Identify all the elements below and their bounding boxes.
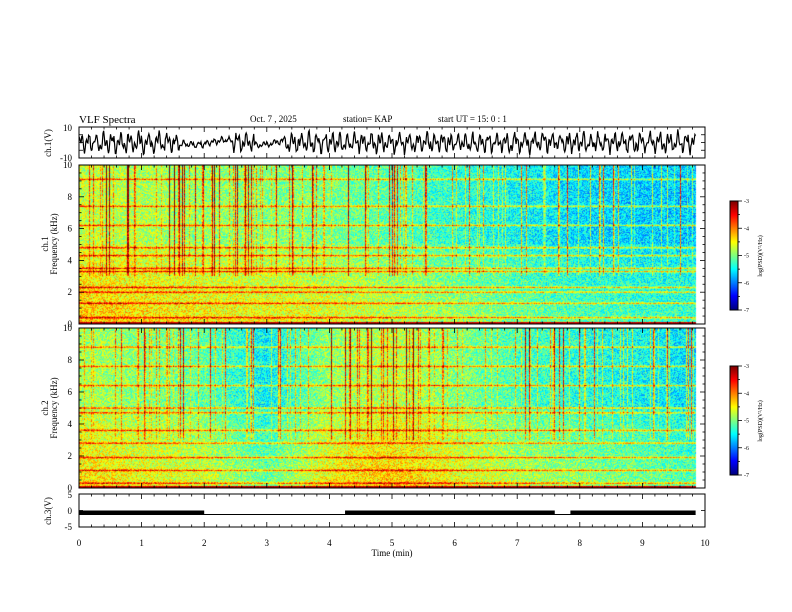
ch1-colorbar-image <box>730 201 738 310</box>
y-tick-label: 10 <box>63 323 73 333</box>
y-tick-label: 2 <box>68 287 73 297</box>
y-tick-label: 8 <box>68 355 73 365</box>
colorbar-tick-label: -6 <box>744 446 749 452</box>
ch2-spectrogram-image <box>79 328 705 488</box>
colorbar-tick-label: -7 <box>744 308 749 314</box>
x-tick-label: 2 <box>202 538 207 548</box>
figure-title: VLF Spectra <box>79 114 136 126</box>
ch3-high-segment <box>79 510 205 515</box>
ch3-ytick-label-top: 5 <box>68 490 73 500</box>
x-tick-label: 1 <box>139 538 144 548</box>
ch2-colorbar-image <box>730 366 738 475</box>
x-tick-label: 8 <box>578 538 583 548</box>
colorbar-tick-label: -7 <box>744 473 749 479</box>
ch2-channel-label: ch.2 <box>40 400 50 415</box>
ch2-frequency-ylabel: Frequency (kHz) <box>49 377 59 438</box>
date-label: Oct. 7 , 2025 <box>250 114 297 124</box>
y-tick-label: 4 <box>68 419 73 429</box>
x-tick-label: 6 <box>452 538 457 548</box>
colorbar-tick-label: -4 <box>744 226 749 232</box>
y-tick-label: 2 <box>68 451 73 461</box>
x-tick-label: 3 <box>265 538 270 548</box>
colorbar-tick-label: -4 <box>744 391 749 397</box>
ch2-colorbar-label: log(PSD)(V²/Hz) <box>757 400 764 441</box>
ch1-spectrogram-image <box>79 165 705 324</box>
ch3-ylabel: ch.3(V) <box>43 497 53 525</box>
ch3-high-segment <box>570 510 696 515</box>
y-tick-label: 6 <box>68 224 73 234</box>
ch1-frequency-ylabel: Frequency (kHz) <box>49 213 59 274</box>
axis-ticks: 0 1 2 3 4 5 6 7 8 9 1002468100246810-3-4-5-6-7-3-4… <box>63 126 749 548</box>
colorbar-tick-label: -3 <box>744 199 749 205</box>
station-label: station= KAP <box>343 114 392 124</box>
x-tick-label: 4 <box>327 538 332 548</box>
ch3-ytick-label-mid: 0 <box>68 506 73 516</box>
x-tick-label: 10 <box>701 538 711 548</box>
x-tick-label: 5 <box>390 538 395 548</box>
ch1-ytick-label-top: 10 <box>63 123 73 133</box>
ch1-colorbar-label: log(PSD)(V²/Hz) <box>757 235 764 276</box>
y-tick-label: 8 <box>68 192 73 202</box>
ch3-high-segment <box>345 510 555 515</box>
y-tick-label: 0 <box>68 319 73 329</box>
y-tick-label: 6 <box>68 387 73 397</box>
x-tick-label: 9 <box>640 538 645 548</box>
ch1-waveform-line <box>78 128 697 156</box>
ch1-waveform-ylabel: ch.1(V) <box>43 129 53 157</box>
colorbar-tick-label: -5 <box>744 419 749 425</box>
y-tick-label: 10 <box>63 160 73 170</box>
ch1-ytick-label-bottom: -10 <box>60 153 72 163</box>
start-time-label: start UT = 15: 0 : 1 <box>438 114 507 124</box>
colorbar-tick-label: -3 <box>744 364 749 370</box>
colorbar-tick-label: -5 <box>744 254 749 260</box>
colorbar-tick-label: -6 <box>744 281 749 287</box>
x-axis-label: Time (min) <box>372 548 413 558</box>
ch1-channel-label: ch.1 <box>40 236 50 251</box>
x-tick-label: 7 <box>515 538 520 548</box>
y-tick-label: 4 <box>68 255 73 265</box>
ch3-ytick-label-bottom: -5 <box>65 522 73 532</box>
x-tick-label: 0 <box>77 538 82 548</box>
y-tick-label: 0 <box>68 483 73 493</box>
